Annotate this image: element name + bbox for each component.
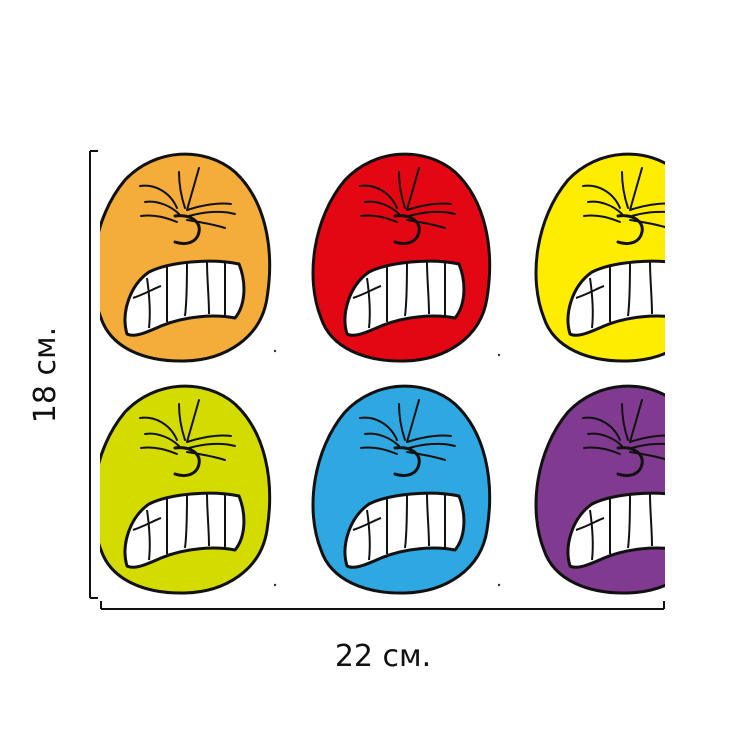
eyebrows-icon <box>359 167 456 229</box>
head-shape <box>534 152 665 363</box>
nose-icon <box>616 214 644 246</box>
mouth-icon <box>123 259 246 337</box>
mouth-icon <box>123 491 246 569</box>
mouth-icon <box>343 259 466 337</box>
width-bracket <box>100 601 665 610</box>
height-label: 18 см. <box>28 326 63 424</box>
mouth-icon <box>566 259 665 337</box>
eyebrows-icon <box>582 399 665 461</box>
purple-face-sticker <box>534 384 665 595</box>
mouth-icon <box>566 491 665 569</box>
faces-grid <box>100 152 665 595</box>
lime-face-sticker <box>100 384 272 595</box>
head-shape <box>311 384 492 595</box>
eyebrows-icon <box>582 167 665 229</box>
crop-marks <box>273 349 501 587</box>
head-shape <box>534 384 665 595</box>
yellow-face-sticker <box>534 152 665 363</box>
nose-icon <box>173 214 201 246</box>
mouth-icon <box>343 491 466 569</box>
head-shape <box>100 152 272 363</box>
nose-icon <box>393 214 421 246</box>
eyebrows-icon <box>359 399 456 461</box>
height-bracket <box>89 150 98 599</box>
nose-icon <box>393 446 421 478</box>
red-face-sticker <box>311 152 492 363</box>
head-shape <box>100 384 272 595</box>
eyebrows-icon <box>139 167 236 229</box>
head-shape <box>311 152 492 363</box>
nose-icon <box>616 446 644 478</box>
eyebrows-icon <box>139 399 236 461</box>
nose-icon <box>173 446 201 478</box>
orange-face-sticker <box>100 152 272 363</box>
blue-face-sticker <box>311 384 492 595</box>
width-label: 22 см. <box>334 639 432 674</box>
